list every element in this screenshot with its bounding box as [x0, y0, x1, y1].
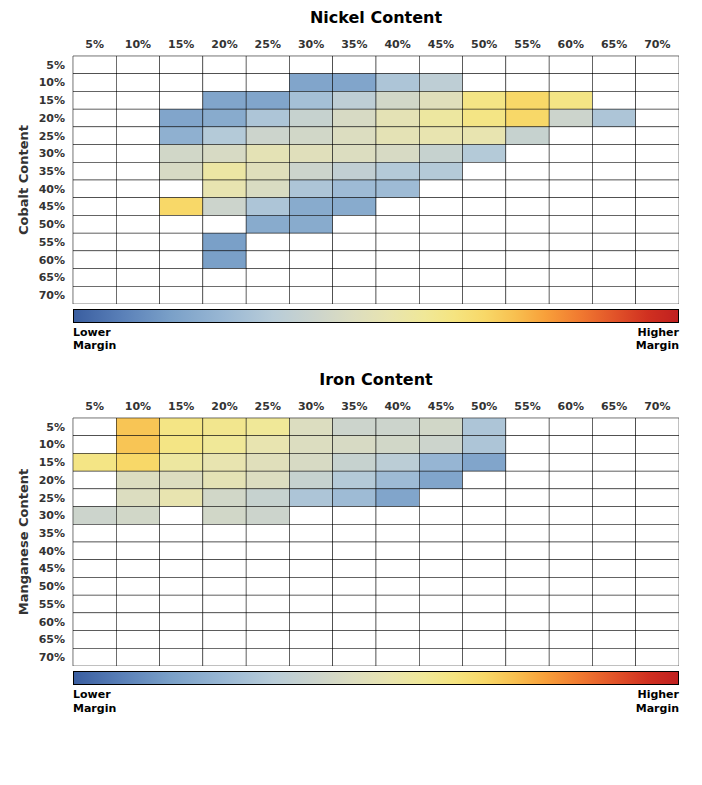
svg-text:40%: 40%: [39, 545, 65, 558]
svg-text:35%: 35%: [39, 527, 65, 540]
svg-text:50%: 50%: [471, 38, 497, 51]
svg-text:50%: 50%: [39, 581, 65, 594]
svg-text:25%: 25%: [255, 400, 281, 413]
svg-text:70%: 70%: [39, 289, 65, 302]
svg-text:5%: 5%: [46, 59, 65, 72]
svg-text:15%: 15%: [39, 457, 65, 470]
svg-text:5%: 5%: [85, 400, 104, 413]
html-text:Iron Content: Iron Content: [319, 370, 433, 390]
svg-text:55%: 55%: [514, 38, 540, 51]
svg-text:60%: 60%: [558, 38, 584, 51]
html-text:Higher Margin: Higher Margin: [635, 326, 679, 353]
svg-text:20%: 20%: [211, 38, 237, 51]
svg-text:45%: 45%: [39, 563, 65, 576]
svg-text:15%: 15%: [39, 94, 65, 107]
svg-text:10%: 10%: [39, 439, 65, 452]
svg-text:10%: 10%: [39, 76, 65, 89]
svg-text:Cobalt Content: Cobalt Content: [16, 125, 31, 235]
html-text:Higher Margin: Higher Margin: [635, 688, 679, 715]
svg-text:65%: 65%: [39, 271, 65, 284]
svg-text:15%: 15%: [168, 38, 194, 51]
svg-text:10%: 10%: [125, 400, 151, 413]
html-text:Lower Margin: Lower Margin: [73, 326, 117, 353]
svg-text:55%: 55%: [39, 236, 65, 249]
svg-text:60%: 60%: [39, 616, 65, 629]
svg-text:65%: 65%: [39, 634, 65, 647]
html-text:Nickel Content: Nickel Content: [309, 8, 443, 27]
html-text:Lower Margin: Lower Margin: [73, 688, 117, 715]
svg-text:30%: 30%: [39, 147, 65, 160]
svg-text:45%: 45%: [39, 200, 65, 213]
svg-text:35%: 35%: [341, 400, 367, 413]
svg-text:50%: 50%: [471, 400, 497, 413]
svg-text:30%: 30%: [39, 510, 65, 523]
svg-text:40%: 40%: [39, 183, 65, 196]
svg-text:55%: 55%: [39, 598, 65, 611]
svg-text:20%: 20%: [39, 112, 65, 125]
svg-text:5%: 5%: [85, 38, 104, 51]
svg-text:Manganese Content: Manganese Content: [16, 469, 31, 615]
svg-text:25%: 25%: [39, 492, 65, 505]
svg-text:40%: 40%: [384, 38, 410, 51]
svg-text:35%: 35%: [39, 165, 65, 178]
svg-text:45%: 45%: [428, 38, 454, 51]
svg-text:25%: 25%: [255, 38, 281, 51]
svg-text:70%: 70%: [644, 400, 670, 413]
svg-text:35%: 35%: [341, 38, 367, 51]
svg-text:70%: 70%: [644, 38, 670, 51]
svg-text:65%: 65%: [601, 38, 627, 51]
svg-text:70%: 70%: [39, 651, 65, 664]
svg-text:50%: 50%: [39, 218, 65, 231]
svg-text:10%: 10%: [125, 38, 151, 51]
svg-text:25%: 25%: [39, 130, 65, 143]
svg-text:60%: 60%: [39, 254, 65, 267]
svg-text:40%: 40%: [384, 400, 410, 413]
svg-text:5%: 5%: [46, 421, 65, 434]
svg-text:60%: 60%: [558, 400, 584, 413]
svg-text:55%: 55%: [514, 400, 540, 413]
svg-text:15%: 15%: [168, 400, 194, 413]
svg-text:20%: 20%: [39, 474, 65, 487]
svg-text:45%: 45%: [428, 400, 454, 413]
svg-text:65%: 65%: [601, 400, 627, 413]
svg-text:20%: 20%: [211, 400, 237, 413]
svg-text:30%: 30%: [298, 400, 324, 413]
svg-text:30%: 30%: [298, 38, 324, 51]
